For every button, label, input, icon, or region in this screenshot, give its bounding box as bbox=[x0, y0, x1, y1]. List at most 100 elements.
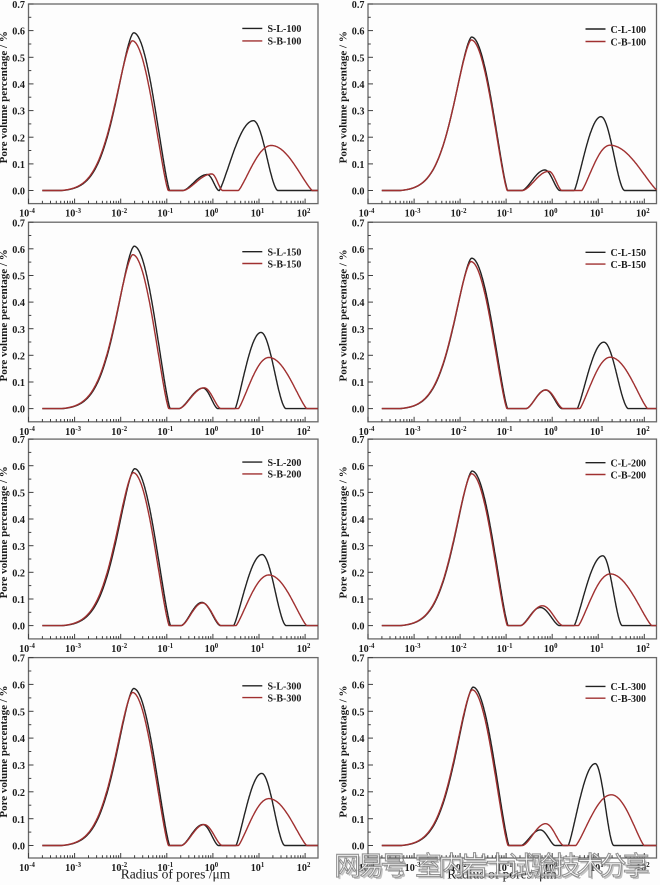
svg-text:0.4: 0.4 bbox=[352, 734, 365, 745]
svg-text:0.7: 0.7 bbox=[352, 654, 365, 665]
svg-text:0.2: 0.2 bbox=[12, 568, 25, 579]
svg-text:10-3: 10-3 bbox=[65, 208, 81, 220]
svg-text:0.0: 0.0 bbox=[352, 405, 365, 416]
svg-text:0.5: 0.5 bbox=[12, 53, 25, 64]
svg-text:0.2: 0.2 bbox=[12, 788, 25, 799]
svg-text:0.1: 0.1 bbox=[352, 160, 365, 171]
svg-text:0.3: 0.3 bbox=[12, 325, 25, 336]
svg-text:0.4: 0.4 bbox=[352, 80, 365, 91]
svg-text:0.0: 0.0 bbox=[12, 622, 25, 633]
svg-text:10-1: 10-1 bbox=[497, 208, 513, 220]
svg-text:10-4: 10-4 bbox=[19, 426, 35, 438]
svg-text:0.1: 0.1 bbox=[352, 595, 365, 606]
svg-text:10-1: 10-1 bbox=[497, 643, 513, 655]
svg-text:0.2: 0.2 bbox=[352, 568, 365, 579]
svg-text:S-L-300: S-L-300 bbox=[268, 682, 302, 693]
svg-text:0.5: 0.5 bbox=[352, 53, 365, 64]
svg-text:S-L-200: S-L-200 bbox=[268, 458, 302, 469]
svg-text:10-1: 10-1 bbox=[157, 208, 173, 220]
svg-text:10-4: 10-4 bbox=[359, 208, 375, 220]
svg-text:102: 102 bbox=[297, 643, 311, 655]
svg-text:S-B-100: S-B-100 bbox=[268, 37, 302, 48]
svg-text:Pore volume percentage / %: Pore volume percentage / % bbox=[338, 31, 350, 163]
svg-text:10-2: 10-2 bbox=[451, 643, 467, 655]
svg-text:10-2: 10-2 bbox=[451, 208, 467, 220]
svg-text:10-3: 10-3 bbox=[405, 862, 421, 874]
svg-text:102: 102 bbox=[297, 208, 311, 220]
svg-text:0.0: 0.0 bbox=[352, 187, 365, 198]
svg-text:C-B-150: C-B-150 bbox=[611, 260, 647, 271]
svg-text:0.2: 0.2 bbox=[12, 351, 25, 362]
svg-text:10-3: 10-3 bbox=[65, 643, 81, 655]
svg-text:0.5: 0.5 bbox=[12, 489, 25, 500]
svg-text:0.6: 0.6 bbox=[12, 27, 25, 38]
svg-text:Pore volume percentage / %: Pore volume percentage / % bbox=[338, 685, 350, 817]
svg-text:0.3: 0.3 bbox=[12, 761, 25, 772]
svg-text:0.1: 0.1 bbox=[352, 815, 365, 826]
svg-text:10-1: 10-1 bbox=[157, 643, 173, 655]
svg-text:0.3: 0.3 bbox=[352, 542, 365, 553]
svg-text:0.2: 0.2 bbox=[352, 133, 365, 144]
svg-text:0.0: 0.0 bbox=[352, 842, 365, 853]
svg-text:10-4: 10-4 bbox=[19, 862, 35, 874]
svg-text:Radius of pores /μm: Radius of pores /μm bbox=[121, 867, 231, 882]
svg-text:10-2: 10-2 bbox=[451, 426, 467, 438]
svg-text:0.7: 0.7 bbox=[352, 0, 365, 11]
svg-text:0.0: 0.0 bbox=[12, 187, 25, 198]
svg-text:102: 102 bbox=[636, 643, 650, 655]
svg-text:100: 100 bbox=[544, 643, 558, 655]
svg-text:0.7: 0.7 bbox=[352, 435, 365, 446]
svg-text:C-L-200: C-L-200 bbox=[611, 459, 647, 470]
svg-text:10-1: 10-1 bbox=[497, 862, 513, 874]
svg-text:0.5: 0.5 bbox=[12, 707, 25, 718]
svg-text:0.0: 0.0 bbox=[12, 405, 25, 416]
svg-text:0.4: 0.4 bbox=[12, 298, 25, 309]
svg-text:0.6: 0.6 bbox=[352, 462, 365, 473]
svg-text:101: 101 bbox=[251, 426, 265, 438]
svg-text:S-L-100: S-L-100 bbox=[268, 24, 302, 35]
svg-text:102: 102 bbox=[636, 426, 650, 438]
svg-text:S-B-300: S-B-300 bbox=[268, 693, 302, 704]
svg-text:0.1: 0.1 bbox=[352, 378, 365, 389]
svg-text:0.7: 0.7 bbox=[12, 218, 25, 229]
svg-text:0.2: 0.2 bbox=[12, 133, 25, 144]
svg-text:0.7: 0.7 bbox=[12, 435, 25, 446]
svg-text:0.6: 0.6 bbox=[352, 245, 365, 256]
svg-text:0.4: 0.4 bbox=[352, 515, 365, 526]
svg-text:10-2: 10-2 bbox=[111, 208, 127, 220]
svg-text:0.5: 0.5 bbox=[352, 489, 365, 500]
svg-text:0.2: 0.2 bbox=[352, 788, 365, 799]
svg-text:Pore volume percentage / %: Pore volume percentage / % bbox=[0, 31, 10, 163]
svg-text:0.7: 0.7 bbox=[12, 0, 25, 11]
svg-text:Pore volume percentage / %: Pore volume percentage / % bbox=[0, 249, 10, 381]
svg-text:10-1: 10-1 bbox=[157, 426, 173, 438]
svg-text:10-3: 10-3 bbox=[405, 426, 421, 438]
svg-text:0.1: 0.1 bbox=[12, 595, 25, 606]
svg-text:0.3: 0.3 bbox=[12, 542, 25, 553]
svg-text:C-B-200: C-B-200 bbox=[611, 470, 647, 481]
svg-text:S-B-200: S-B-200 bbox=[268, 470, 302, 481]
svg-text:100: 100 bbox=[205, 862, 219, 874]
svg-text:0.5: 0.5 bbox=[12, 272, 25, 283]
svg-text:100: 100 bbox=[205, 643, 219, 655]
svg-text:0.1: 0.1 bbox=[12, 815, 25, 826]
svg-text:0.7: 0.7 bbox=[12, 654, 25, 665]
svg-text:10-2: 10-2 bbox=[111, 862, 127, 874]
svg-text:102: 102 bbox=[297, 426, 311, 438]
svg-text:0.0: 0.0 bbox=[352, 622, 365, 633]
svg-text:0.4: 0.4 bbox=[12, 80, 25, 91]
svg-text:0.3: 0.3 bbox=[352, 325, 365, 336]
svg-text:101: 101 bbox=[251, 208, 265, 220]
svg-text:S-B-150: S-B-150 bbox=[268, 259, 302, 270]
svg-text:C-B-100: C-B-100 bbox=[611, 37, 647, 48]
svg-text:100: 100 bbox=[205, 208, 219, 220]
svg-text:100: 100 bbox=[205, 426, 219, 438]
svg-text:0.5: 0.5 bbox=[352, 272, 365, 283]
svg-text:101: 101 bbox=[590, 643, 604, 655]
svg-text:0.2: 0.2 bbox=[352, 351, 365, 362]
svg-text:Pore volume percentage / %: Pore volume percentage / % bbox=[338, 466, 350, 598]
svg-text:10-2: 10-2 bbox=[111, 643, 127, 655]
svg-text:10-1: 10-1 bbox=[497, 426, 513, 438]
svg-text:S-L-150: S-L-150 bbox=[268, 248, 302, 259]
svg-text:10-2: 10-2 bbox=[111, 426, 127, 438]
